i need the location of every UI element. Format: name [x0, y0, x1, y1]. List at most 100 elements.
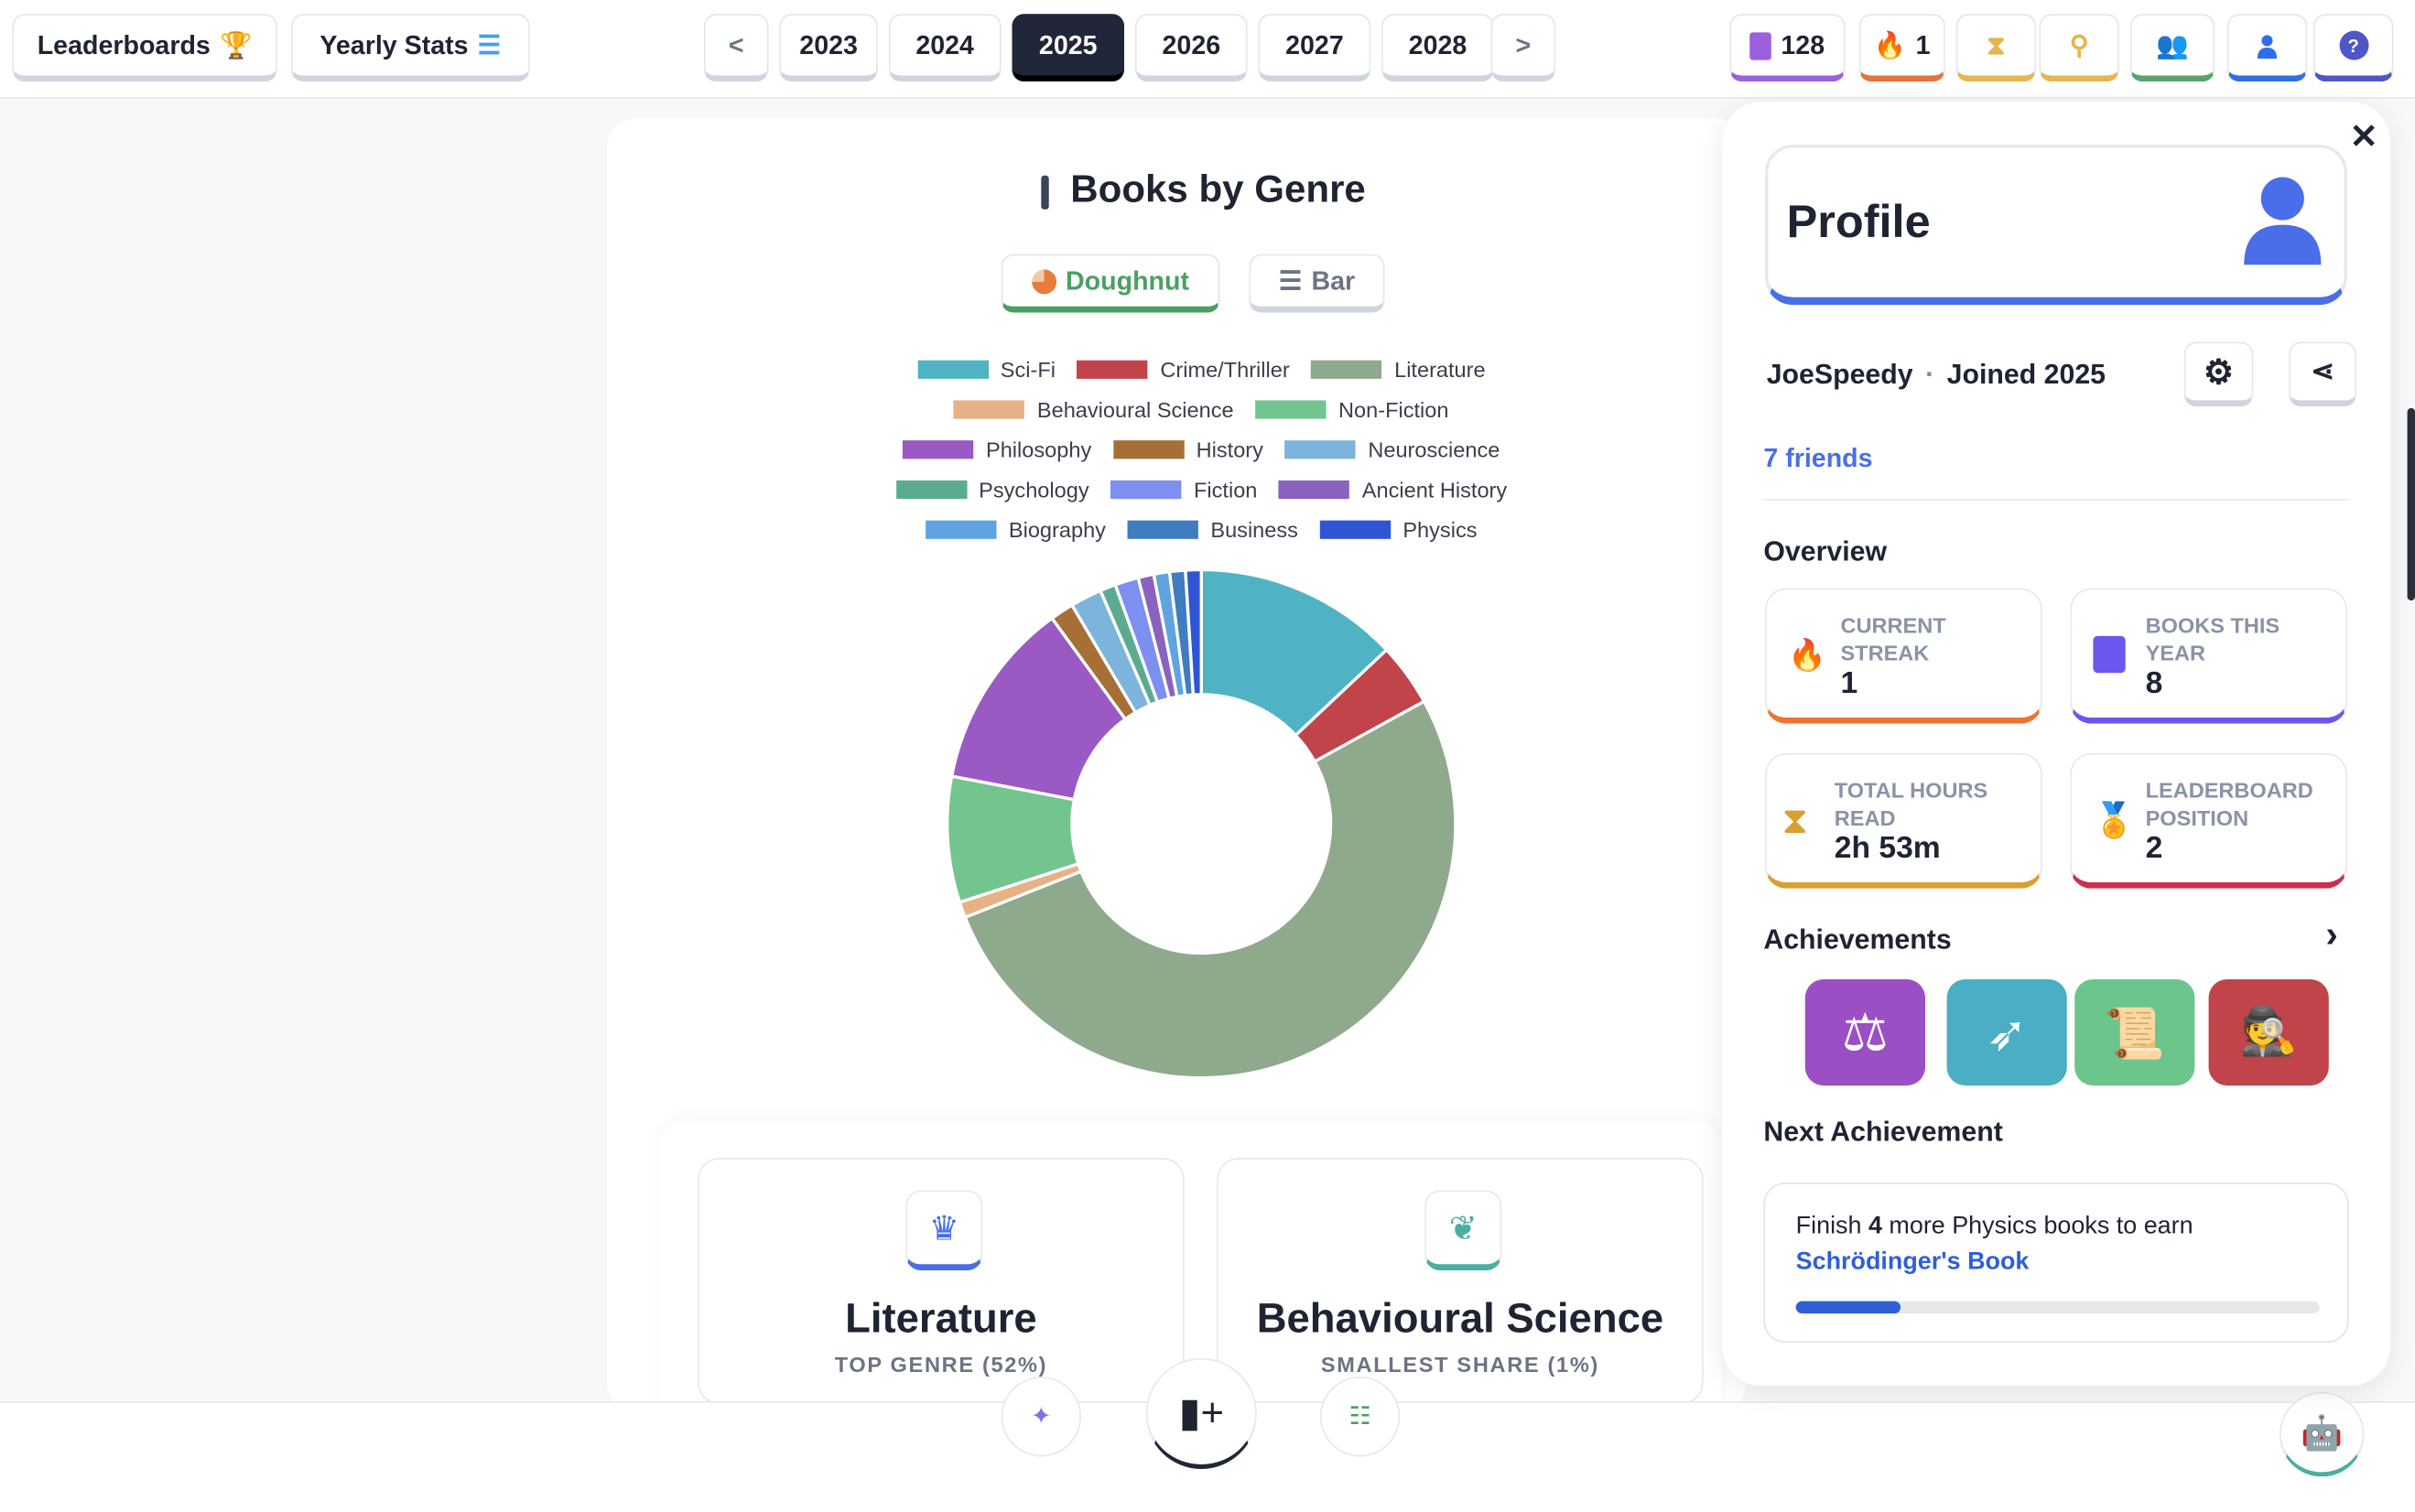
year-2025[interactable]: 2025 — [1012, 14, 1125, 82]
leaderboards-button[interactable]: Leaderboards 🏆 — [12, 14, 277, 82]
books-count: 128 — [1781, 29, 1825, 59]
legend-item[interactable]: Physics — [1319, 517, 1478, 542]
trophy-icon: 🏆 — [219, 29, 253, 59]
legend-item[interactable]: Literature — [1311, 357, 1486, 383]
achievement-name: Schrödinger's Book — [1795, 1248, 2030, 1276]
search-button[interactable]: ⚲ — [2039, 14, 2119, 82]
legend-item[interactable]: Behavioural Science — [954, 397, 1234, 422]
progress-fill — [1795, 1301, 1901, 1314]
profile-avatar-icon — [2244, 177, 2322, 265]
bar-label: Bar — [1311, 265, 1356, 296]
legend-item[interactable]: Crime/Thriller — [1077, 357, 1290, 382]
legend-label: Literature — [1394, 357, 1486, 383]
legend-item[interactable]: History — [1112, 437, 1263, 462]
timer-button[interactable]: ⧗ — [1955, 14, 2037, 82]
close-button[interactable]: ✕ — [2349, 116, 2378, 156]
stat-leaderboard-position: 🏅 LEADERBOARD POSITION 2 — [2070, 752, 2347, 889]
legend-label: Neuroscience — [1368, 437, 1500, 462]
legend-item[interactable]: Non-Fiction — [1255, 397, 1448, 422]
streak-count: 1 — [1915, 29, 1931, 59]
achievement-rocket-icon[interactable]: ➶ — [1946, 979, 2067, 1086]
year-2024[interactable]: 2024 — [888, 14, 1002, 82]
legend-label: Non-Fiction — [1338, 397, 1449, 422]
magic-button[interactable]: ✦ — [1001, 1377, 1082, 1457]
legend-item[interactable]: Biography — [926, 517, 1106, 542]
legend-label: Psychology — [979, 477, 1089, 502]
bar-toggle[interactable]: ☰ Bar — [1249, 254, 1385, 313]
robot-icon: 🤖 — [2301, 1412, 2344, 1452]
achievements-heading: Achievements — [1763, 923, 1952, 956]
stat-books-this-year: BOOKS THIS YEAR 8 — [2070, 588, 2347, 724]
profile-button[interactable] — [2226, 14, 2308, 82]
top-genre-card: ♛ Literature TOP GENRE (52%) — [698, 1158, 1185, 1405]
joined-date: Joined 2025 — [1946, 358, 2106, 390]
legend-item[interactable]: Neuroscience — [1284, 437, 1500, 462]
legend-row: Behavioural Science Non-Fiction — [862, 397, 1540, 422]
help-button[interactable]: ? — [2312, 14, 2394, 82]
legend-swatch — [1311, 360, 1382, 379]
legend-item[interactable]: Psychology — [895, 477, 1089, 502]
help-icon: ? — [2338, 30, 2368, 60]
achievement-scroll-icon[interactable]: 📜 — [2074, 979, 2195, 1086]
smallest-genre-title: Behavioural Science — [1256, 1294, 1664, 1342]
progress-bar — [1795, 1301, 2320, 1314]
stat-value: 1 — [1840, 666, 1858, 701]
smallest-genre-subtitle: SMALLEST SHARE (1%) — [1320, 1352, 1599, 1377]
streak-button[interactable]: 🔥 1 — [1858, 14, 1945, 82]
slice-literature[interactable] — [962, 699, 1457, 1080]
add-book-button[interactable]: ▮+ — [1145, 1357, 1257, 1470]
friends-button[interactable]: 👥 — [2129, 14, 2215, 82]
text-part: more Physics books to earn — [1881, 1213, 2193, 1240]
yearly-stats-button[interactable]: Yearly Stats ☰ — [290, 14, 530, 82]
legend-row: Sci-Fi Crime/Thriller Literature — [862, 357, 1540, 382]
top-bar: Leaderboards 🏆 Yearly Stats ☰ < 2023 2024 … — [0, 0, 2415, 99]
legend-label: Philosophy — [985, 437, 1092, 462]
slice-sci-fi[interactable] — [1199, 567, 1390, 738]
share-button[interactable]: ⋖ — [2289, 341, 2357, 407]
chart-legend: Sci-Fi Crime/Thriller Literature Behavioura… — [862, 357, 1540, 542]
book-icon — [2093, 635, 2126, 674]
legend-swatch — [954, 400, 1025, 419]
divider — [1763, 499, 2349, 501]
books-count-button[interactable]: 128 — [1729, 14, 1846, 82]
prev-year-button[interactable]: < — [703, 14, 769, 82]
legend-item[interactable]: Philosophy — [903, 437, 1091, 462]
scrollbar[interactable] — [2407, 407, 2415, 601]
users-icon: 👥 — [2156, 29, 2189, 59]
achievements-chevron-right-icon[interactable]: › — [2325, 914, 2338, 956]
year-2026[interactable]: 2026 — [1134, 14, 1248, 82]
legend-item[interactable]: Fiction — [1110, 478, 1257, 502]
legend-swatch — [895, 480, 967, 500]
achievement-scales-icon[interactable]: ⚖ — [1804, 979, 1925, 1086]
user-icon — [2257, 34, 2278, 59]
year-2023[interactable]: 2023 — [779, 14, 878, 82]
next-year-button[interactable]: > — [1490, 14, 1556, 82]
list-icon: ☷ — [1348, 1404, 1371, 1431]
book-count: 4 — [1868, 1213, 1882, 1240]
legend-label: Behavioural Science — [1036, 397, 1234, 422]
settings-button[interactable]: ⚙ — [2183, 341, 2254, 407]
year-2028[interactable]: 2028 — [1381, 14, 1494, 82]
legend-label: Sci-Fi — [1000, 357, 1056, 383]
slice-philosophy[interactable] — [949, 616, 1128, 802]
achievement-spy-icon[interactable]: 🕵 — [2208, 979, 2329, 1086]
medal-icon: 🏅 — [2093, 800, 2136, 839]
top-genre-subtitle: TOP GENRE (52%) — [834, 1352, 1048, 1377]
legend-item[interactable]: Sci-Fi — [916, 357, 1056, 383]
chart-title: Books by Genre — [1070, 167, 1366, 211]
friends-link[interactable]: 7 friends — [1763, 443, 1873, 473]
legend-row: Biography Business Physics — [862, 517, 1540, 542]
legend-swatch — [1319, 520, 1391, 539]
stat-label: LEADERBOARD POSITION — [2145, 777, 2313, 830]
next-achievement-text: Finish 4 more Physics books to earn — [1796, 1214, 2193, 1241]
legend-label: History — [1196, 437, 1263, 462]
list-button[interactable]: ☷ — [1319, 1377, 1401, 1457]
legend-item[interactable]: Business — [1127, 517, 1298, 542]
legend-row: Psychology Fiction Ancient History — [862, 478, 1540, 502]
legend-item[interactable]: Ancient History — [1278, 478, 1507, 502]
assistant-button[interactable]: 🤖 — [2279, 1391, 2365, 1477]
slice-physics[interactable] — [1184, 567, 1203, 697]
doughnut-toggle[interactable]: Doughnut — [1001, 254, 1220, 313]
year-2027[interactable]: 2027 — [1258, 14, 1371, 82]
next-achievement-heading: Next Achievement — [1763, 1116, 2003, 1148]
